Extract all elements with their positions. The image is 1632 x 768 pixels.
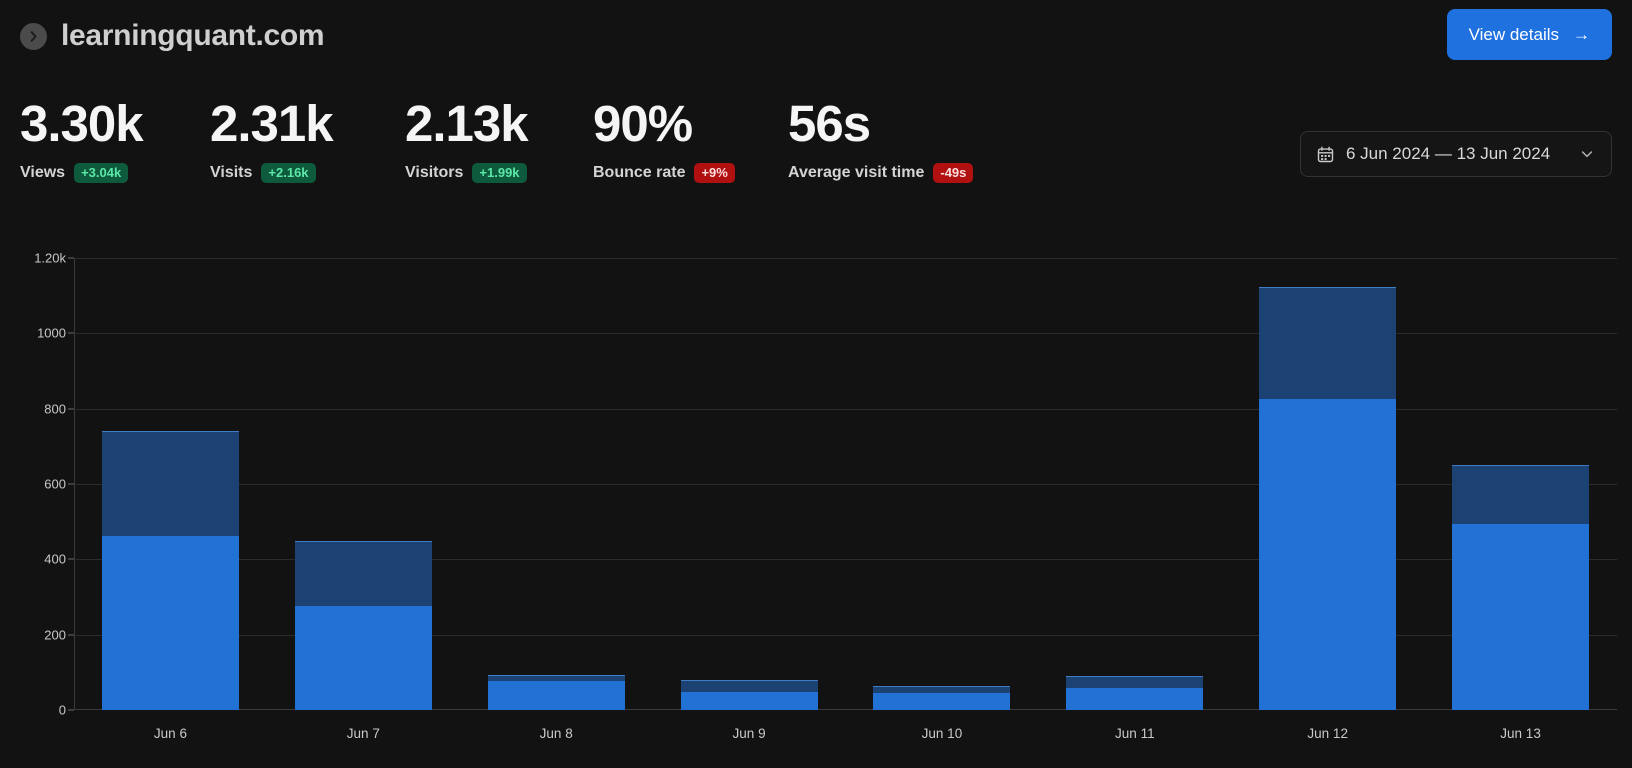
chevron-down-icon[interactable] (1579, 146, 1595, 162)
bar-segment-upper (1259, 287, 1397, 400)
stat-value: 3.30k (20, 95, 144, 152)
bar-stack[interactable] (294, 540, 432, 710)
chart-plot-area (74, 258, 1617, 710)
y-axis-tick-mark (68, 332, 74, 334)
date-range-text: 6 Jun 2024 — 13 Jun 2024 (1346, 144, 1551, 163)
y-axis-tick-mark (68, 483, 74, 485)
x-axis-tick-label: Jun 10 (921, 726, 963, 741)
y-axis-tick-mark (68, 257, 74, 259)
stat-card: 56s Average visit time -49s (788, 95, 974, 184)
gridline (74, 408, 1617, 410)
bar-stack[interactable] (1259, 287, 1397, 710)
y-axis-tick-mark (68, 558, 74, 560)
stat-card: 2.31k Visits +2.16k (210, 95, 334, 184)
bar-segment-lower (1259, 399, 1397, 710)
stat-delta-badge: +3.04k (74, 163, 129, 184)
bar-segment-lower (101, 535, 239, 710)
stat-value: 56s (788, 95, 871, 152)
bar-stack[interactable] (680, 679, 818, 710)
stat-label: Visitors (405, 164, 464, 182)
stat-label: Views (20, 164, 66, 182)
gridline (74, 484, 1617, 485)
stat-delta-badge: +2.16k (261, 163, 316, 184)
bar-segment-upper (873, 685, 1011, 694)
bar-stack[interactable] (487, 674, 625, 710)
y-axis-tick-mark (68, 408, 74, 410)
gridline (74, 634, 1617, 636)
stat-delta-badge: +1.99k (472, 163, 527, 184)
y-axis-tick-label: 400 (44, 551, 66, 567)
stat-footer: Visitors +1.99k (405, 163, 528, 184)
y-axis-tick-label: 600 (44, 476, 66, 492)
stat-delta-badge: +9% (694, 163, 735, 184)
y-axis-tick-mark (68, 634, 74, 636)
visits-bar-chart: 0 200 400 600 800 1000 1.20k Jun 6 Jun 7 Jun 8 Ju… (0, 232, 1632, 768)
bar-segment-upper (101, 431, 239, 536)
y-axis-tick-label: 800 (44, 401, 66, 417)
gridline (74, 258, 1617, 259)
bar-segment-upper (1452, 465, 1590, 525)
calendar-icon (1317, 146, 1334, 163)
stat-label: Average visit time (788, 164, 925, 182)
bar-segment-lower (680, 691, 818, 710)
stat-card: 2.13k Visitors +1.99k (405, 95, 529, 184)
stat-label: Bounce rate (593, 164, 686, 182)
bar-segment-lower (1066, 688, 1204, 710)
stat-footer: Views +3.04k (20, 163, 143, 184)
stat-footer: Visits +2.16k (210, 163, 333, 184)
bar-stack[interactable] (873, 685, 1011, 710)
view-details-button[interactable]: View details → (1446, 9, 1612, 60)
chevron-right-circle-icon (20, 22, 47, 50)
bar-segment-lower (873, 693, 1011, 710)
bar-segment-upper (1066, 676, 1204, 689)
bar-stack[interactable] (1452, 465, 1590, 710)
bar-stack[interactable] (1066, 676, 1204, 710)
x-axis-tick-label: Jun 7 (346, 726, 380, 741)
arrow-right-icon: → (1573, 25, 1590, 44)
x-axis-tick-label: Jun 11 (1115, 726, 1155, 741)
view-details-label: View details (1468, 24, 1559, 44)
stat-footer: Average visit time -49s (788, 163, 974, 184)
x-axis-tick-label: Jun 6 (153, 726, 187, 741)
bar-segment-lower (487, 680, 625, 710)
stat-value: 2.31k (210, 95, 334, 152)
y-axis-tick-mark (68, 709, 74, 711)
gridline (74, 559, 1617, 561)
y-axis-tick-label: 1.20k (34, 250, 66, 266)
x-axis-line (74, 709, 1617, 710)
x-axis-tick-label: Jun 9 (732, 726, 766, 741)
stat-value: 90% (593, 95, 693, 152)
bar-segment-upper (487, 674, 625, 681)
bar-segment-upper (680, 679, 818, 692)
bar-segment-lower (1452, 524, 1590, 710)
stat-delta-badge: -49s (933, 163, 974, 184)
date-range-picker[interactable]: 6 Jun 2024 — 13 Jun 2024 (1300, 131, 1612, 177)
stat-label: Visits (210, 164, 253, 182)
bar-series (74, 258, 1617, 710)
y-axis-tick-label: 200 (44, 627, 66, 643)
gridline (74, 333, 1617, 335)
page-header: learningquant.com View details → (0, 0, 1632, 72)
site-identity: learningquant.com (20, 19, 325, 53)
stat-card: 3.30k Views +3.04k (20, 95, 144, 184)
y-axis-tick-label: 0 (58, 702, 66, 718)
bar-stack[interactable] (101, 431, 239, 710)
y-axis-tick-label: 1000 (37, 325, 66, 341)
stat-footer: Bounce rate +9% (593, 163, 735, 184)
bar-segment-lower (294, 606, 432, 710)
x-axis-tick-label: Jun 13 (1500, 726, 1541, 741)
x-axis-labels: Jun 6 Jun 7 Jun 8 Jun 9 Jun 10 Jun 11 Jun 12 Ju… (74, 718, 1617, 758)
stat-value: 2.13k (405, 95, 529, 152)
x-axis-tick-label: Jun 12 (1307, 726, 1348, 741)
page-title: learningquant.com (61, 19, 325, 52)
x-axis-tick-label: Jun 8 (539, 726, 573, 741)
bar-segment-upper (294, 540, 432, 607)
stat-card: 90% Bounce rate +9% (593, 95, 735, 184)
